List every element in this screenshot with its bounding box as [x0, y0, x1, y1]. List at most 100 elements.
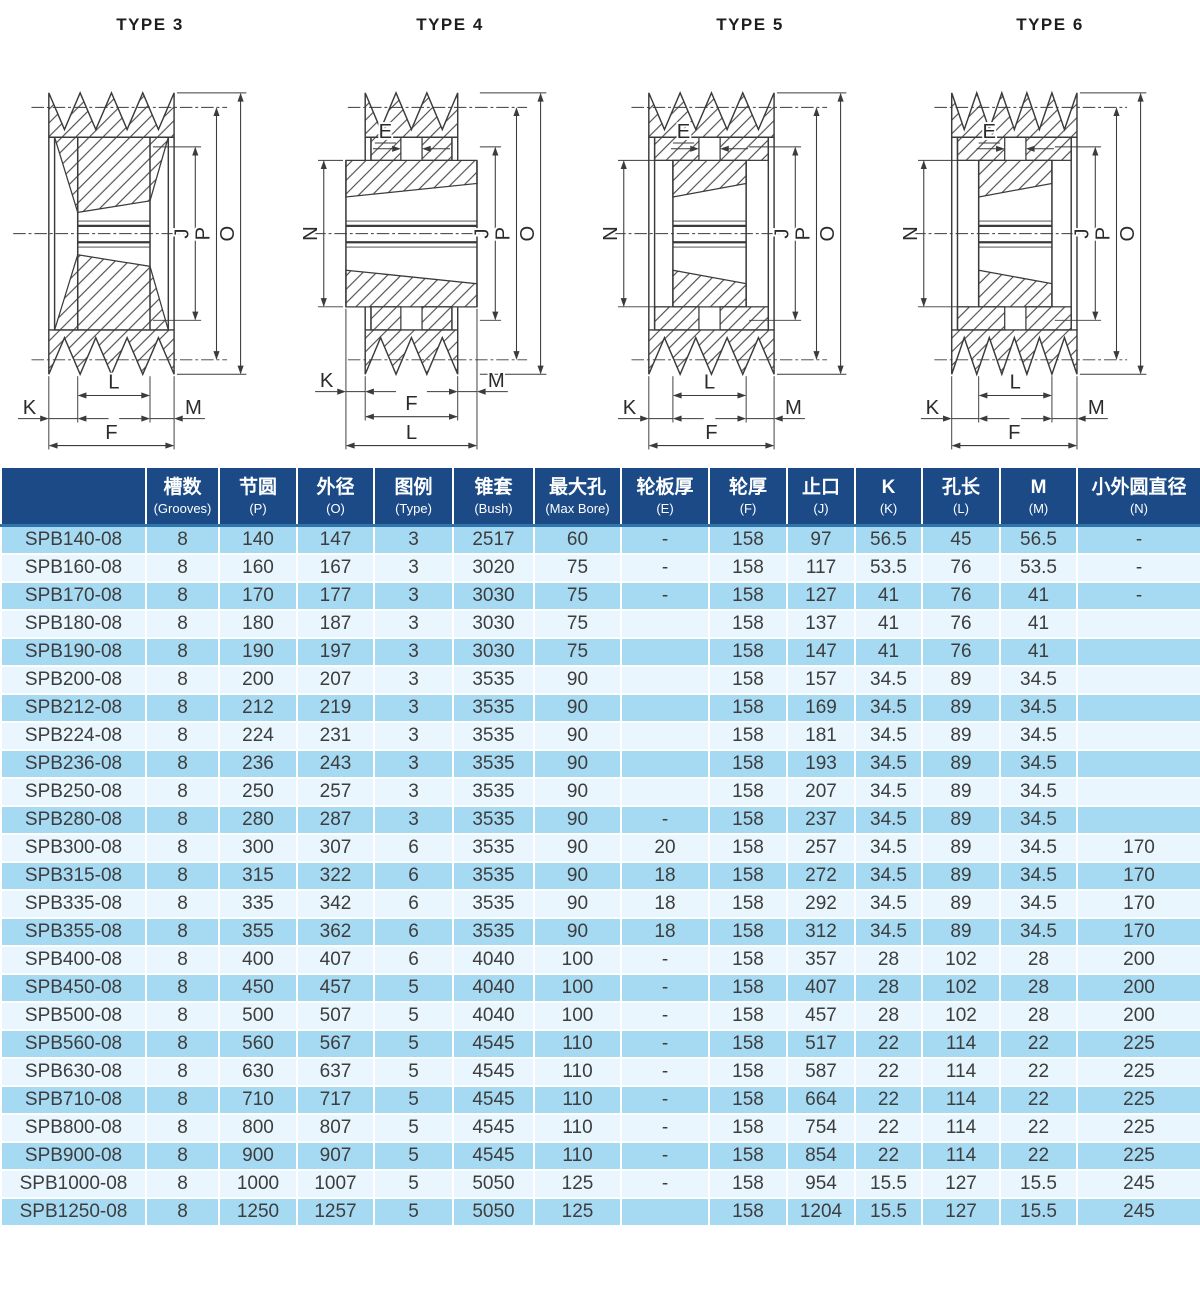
value-cell: 231 [296, 720, 375, 751]
value-cell: 89 [921, 860, 1001, 891]
value-cell: 190 [218, 636, 298, 667]
value-cell: 158 [708, 1000, 788, 1031]
value-cell: 89 [921, 692, 1001, 723]
value-cell: 158 [708, 776, 788, 807]
value-cell: 8 [145, 1056, 220, 1087]
value-cell: 90 [533, 720, 622, 751]
table-row: SPB250-08 8 250 257 3 3535 90 158 207 34.5 89 34.5 [0, 776, 1200, 807]
model-cell: SPB800-08 [0, 1112, 147, 1143]
svg-text:P: P [793, 227, 815, 241]
col-header-en: (Max Bore) [545, 500, 610, 516]
value-cell: - [620, 524, 710, 555]
value-cell: 225 [1076, 1028, 1200, 1059]
value-cell: 8 [145, 1084, 220, 1115]
value-cell: 754 [786, 1112, 856, 1143]
svg-text:E: E [379, 121, 393, 143]
value-cell: 102 [921, 944, 1001, 975]
table-row: SPB710-08 8 710 717 5 4545 110-158 664 22 114 22 22… [0, 1084, 1200, 1115]
value-cell: 8 [145, 524, 220, 555]
value-cell: 90 [533, 916, 622, 947]
col-header-5: 锥套 (Bush) [452, 466, 535, 528]
value-cell: 41 [854, 636, 923, 667]
model-cell: SPB180-08 [0, 608, 147, 639]
value-cell: 907 [296, 1140, 375, 1171]
value-cell: 125 [533, 1196, 622, 1227]
value-cell: 8 [145, 1000, 220, 1031]
value-cell: 4545 [452, 1084, 535, 1115]
col-header-zh: 最大孔 [548, 477, 606, 498]
value-cell: 158 [708, 524, 788, 555]
value-cell: 100 [533, 972, 622, 1003]
value-cell: 3030 [452, 608, 535, 639]
svg-text:N: N [300, 226, 322, 241]
value-cell: 34.5 [854, 916, 923, 947]
value-cell: 225 [1076, 1084, 1200, 1115]
col-header-12: M (M) [999, 466, 1078, 528]
model-cell: SPB1250-08 [0, 1196, 147, 1227]
value-cell: 127 [786, 580, 856, 611]
value-cell: 637 [296, 1056, 375, 1087]
value-cell: 8 [145, 832, 220, 863]
value-cell: - [1076, 580, 1200, 611]
value-cell: 158 [708, 860, 788, 891]
col-header-en: (J) [813, 500, 829, 516]
col-header-en: (L) [953, 500, 969, 516]
table-row: SPB280-08 8 280 287 3 3535 90-158 237 34.5 89 34.5 [0, 804, 1200, 835]
value-cell: 8 [145, 972, 220, 1003]
svg-text:P: P [193, 227, 215, 241]
value-cell: 2517 [452, 524, 535, 555]
value-cell: 158 [708, 580, 788, 611]
drawing-title: TYPE 6 [1016, 15, 1084, 34]
value-cell [1076, 804, 1200, 835]
value-cell: 5050 [452, 1168, 535, 1199]
value-cell: 225 [1076, 1056, 1200, 1087]
value-cell: 167 [296, 552, 375, 583]
value-cell: 5 [373, 1056, 454, 1087]
value-cell: 170 [218, 580, 298, 611]
value-cell: 4040 [452, 972, 535, 1003]
value-cell: 342 [296, 888, 375, 919]
svg-text:F: F [705, 422, 717, 444]
value-cell: 158 [708, 1196, 788, 1227]
value-cell: 34.5 [854, 860, 923, 891]
value-cell: 158 [708, 608, 788, 639]
value-cell: 5 [373, 972, 454, 1003]
value-cell: 89 [921, 888, 1001, 919]
value-cell: 76 [921, 608, 1001, 639]
value-cell: 300 [218, 832, 298, 863]
svg-text:O: O [217, 226, 239, 242]
value-cell: 5050 [452, 1196, 535, 1227]
value-cell: 22 [999, 1056, 1078, 1087]
value-cell: 954 [786, 1168, 856, 1199]
value-cell: 89 [921, 916, 1001, 947]
table-row: SPB400-08 8 400 407 6 4040 100-158 357 28 102 28 20… [0, 944, 1200, 975]
value-cell: 22 [999, 1028, 1078, 1059]
value-cell: 257 [786, 832, 856, 863]
model-cell: SPB200-08 [0, 664, 147, 695]
value-cell: 158 [708, 692, 788, 723]
svg-text:L: L [1010, 372, 1021, 394]
value-cell: 335 [218, 888, 298, 919]
value-cell: 664 [786, 1084, 856, 1115]
value-cell [620, 636, 710, 667]
value-cell: 34.5 [999, 748, 1078, 779]
value-cell: 114 [921, 1028, 1001, 1059]
value-cell: 34.5 [999, 720, 1078, 751]
value-cell: 90 [533, 776, 622, 807]
model-cell: SPB900-08 [0, 1140, 147, 1171]
value-cell [620, 776, 710, 807]
value-cell: 158 [708, 1056, 788, 1087]
value-cell: 4545 [452, 1140, 535, 1171]
value-cell: 854 [786, 1140, 856, 1171]
value-cell: 3535 [452, 832, 535, 863]
value-cell: 15.5 [999, 1196, 1078, 1227]
table-row: SPB1000-08 8 1000 1007 5 5050 125-158 954 15.5 12… [0, 1168, 1200, 1199]
value-cell: 567 [296, 1028, 375, 1059]
value-cell: 158 [708, 916, 788, 947]
value-cell: 8 [145, 748, 220, 779]
value-cell: 140 [218, 524, 298, 555]
